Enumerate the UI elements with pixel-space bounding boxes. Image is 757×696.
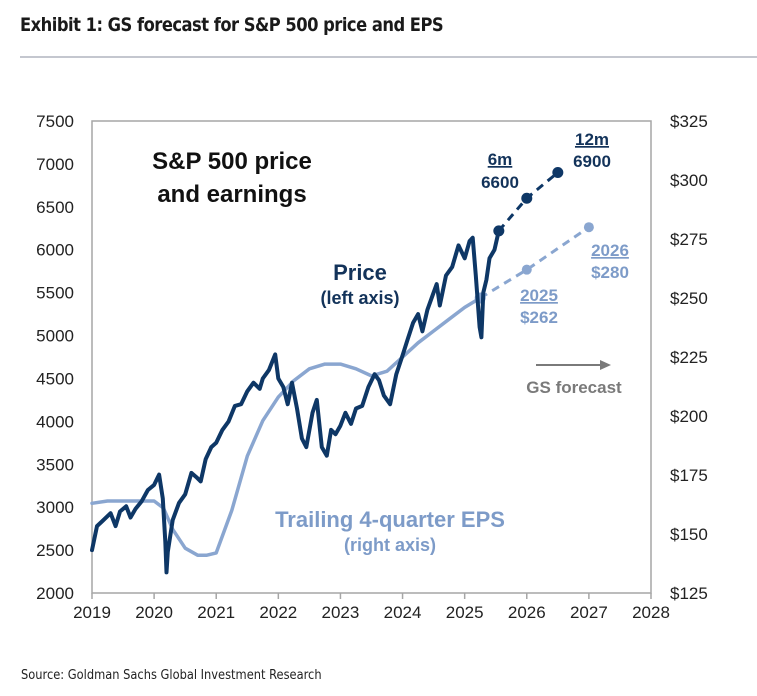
six-month-value: 6600	[481, 173, 519, 192]
plot-frame	[91, 120, 652, 594]
y-left-tick-label: 6000	[36, 241, 74, 260]
y-left-tick-label: 6500	[36, 198, 74, 217]
eps-forecast-point	[583, 222, 594, 233]
y-left-tick-label: 5500	[36, 284, 74, 303]
eps-2025-label: 2025	[520, 286, 558, 305]
x-tick-label: 2026	[508, 603, 546, 622]
y-left-tick-label: 2000	[36, 584, 74, 603]
chart-title-line-1: S&P 500 price	[152, 148, 312, 175]
chart-axes: 2019 2020 2021 2022 2023 2024 2025 2026 2027 2028…	[36, 112, 708, 622]
chart-series	[90, 166, 594, 575]
y-left-tick-label: 7000	[36, 155, 74, 174]
forecast-label: GS forecast	[526, 378, 622, 397]
y-right-tick-label: $300	[670, 171, 708, 190]
eps-sublabel: (right axis)	[344, 535, 436, 555]
x-tick-label: 2024	[384, 603, 422, 622]
x-tick-label: 2028	[632, 603, 670, 622]
y-left-tick-label: 2500	[36, 541, 74, 560]
chart-title-line-2: and earnings	[157, 181, 306, 208]
y-left-tick-label: 3000	[36, 498, 74, 517]
price-forecast-point	[552, 166, 564, 178]
y-left-tick-label: 5000	[36, 327, 74, 346]
eps-label: Trailing 4-quarter EPS	[275, 507, 505, 532]
twelve-month-value: 6900	[573, 152, 611, 171]
y-right-tick-label: $200	[670, 407, 708, 426]
title-divider	[20, 56, 757, 58]
y-right-tick-label: $225	[670, 348, 708, 367]
eps-2026-label: 2026	[591, 241, 629, 260]
y-right-tick-label: $175	[670, 466, 708, 485]
y-right-tick-label: $125	[670, 584, 708, 603]
x-tick-label: 2025	[446, 603, 484, 622]
eps-2025-value: $262	[520, 308, 558, 327]
x-tick-label: 2023	[322, 603, 360, 622]
x-tick-label: 2019	[73, 603, 111, 622]
y-right-tick-label: $325	[670, 112, 708, 131]
y-left-tick-label: 3500	[36, 455, 74, 474]
six-month-label: 6m	[488, 150, 513, 169]
x-tick-label: 2021	[197, 603, 235, 622]
y-right-tick-label: $275	[670, 230, 708, 249]
twelve-month-label: 12m	[575, 130, 609, 149]
price-forecast-point	[521, 192, 533, 204]
price-sublabel: (left axis)	[320, 288, 399, 308]
y-left-tick-label: 7500	[36, 112, 74, 131]
x-tick-label: 2027	[570, 603, 608, 622]
eps-forecast-line	[479, 225, 590, 300]
y-right-tick-label: $150	[670, 525, 708, 544]
forecast-arrow-head	[600, 360, 611, 370]
x-tick-label: 2022	[259, 603, 297, 622]
x-tick-label: 2020	[135, 603, 173, 622]
source-note: Source: Goldman Sachs Global Investment …	[21, 668, 322, 683]
eps-line	[90, 296, 482, 557]
y-right-tick-label: $250	[670, 289, 708, 308]
eps-2026-value: $280	[591, 263, 629, 282]
y-left-tick-label: 4000	[36, 412, 74, 431]
price-label: Price	[333, 260, 387, 285]
price-forecast-point	[493, 225, 505, 237]
eps-forecast-point	[521, 264, 532, 275]
price-line	[90, 228, 501, 575]
y-left-tick-label: 4500	[36, 369, 74, 388]
exhibit-title: Exhibit 1: GS forecast for S&P 500 price…	[20, 14, 444, 36]
